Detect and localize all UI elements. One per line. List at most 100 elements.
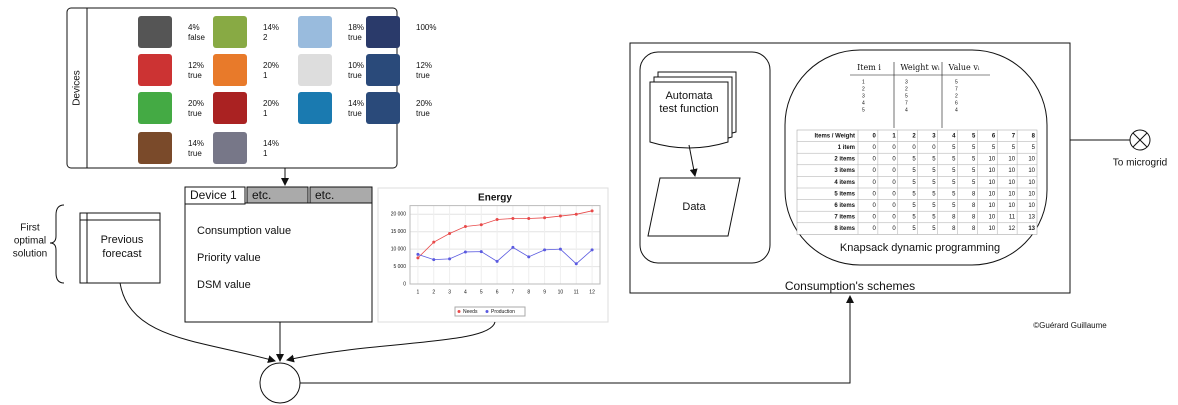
knapsack-cell: 13 [1028,215,1035,221]
knapsack-cell: 12 [1008,226,1015,232]
x-tick-label: 10 [558,289,564,295]
device-icon [213,92,247,124]
knapsack-row-label: 5 items [834,191,855,197]
knapsack-cell: 10 [1028,191,1035,197]
chart-panel [378,188,608,322]
y-tick-label: 10 000 [391,246,407,252]
items-cell: 4 [905,107,908,113]
device-state: true [416,109,430,118]
items-cell: 4 [862,100,865,106]
knapsack-row-label: 6 items [834,203,855,209]
device-state: 2 [263,33,268,42]
knapsack-cell: 10 [1008,157,1015,163]
device-icon [366,16,400,48]
device-percent: 20% [188,99,204,108]
x-tick-label: 5 [480,289,483,295]
knapsack-cell: 10 [1028,180,1035,186]
knapsack-cell: 10 [1028,157,1035,163]
knapsack-label: Knapsack dynamic programming [840,242,1000,254]
knapsack-row-label: 3 items [834,168,855,174]
items-cell: 5 [862,107,865,113]
y-tick-label: 5 000 [393,264,406,270]
first-solution: optimal [14,236,46,247]
device-state: true [348,33,362,42]
point [527,217,530,220]
point [559,215,562,218]
y-tick-label: 15 000 [391,229,407,235]
device-state: true [188,109,202,118]
legend-marker [458,310,461,313]
point [511,246,514,249]
device-icon [298,54,332,86]
field: Priority value [197,252,261,264]
cross [1133,133,1147,147]
device-percent: 20% [416,99,432,108]
diagram: Devices 4%false14%218%true100%12%true20%… [0,0,1178,405]
knapsack-cell: 10 [989,191,996,197]
knapsack-cell: 13 [1028,226,1035,232]
knapsack-cell: 10 [989,203,996,209]
knapsack-cell: 10 [1008,203,1015,209]
items-cell: 1 [862,79,865,85]
point [591,209,594,212]
knapsack-cell: 10 [989,180,996,186]
y-tick-label: 20 000 [391,212,407,218]
point [480,223,483,226]
device-state: true [188,71,202,80]
knapsack-cell: 10 [989,168,996,174]
y-tick-label: 0 [403,281,406,287]
knapsack-cell: 10 [989,226,996,232]
x-tick-label: 12 [589,289,595,295]
knapsack-cell: 11 [1009,215,1016,221]
point [480,250,483,253]
legend-marker [486,310,489,313]
point [432,241,435,244]
knapsack-row-label: 1 item [838,145,855,151]
point [448,257,451,260]
items-header: Weight wᵢ [900,63,940,72]
microgrid-label: To microgrid [1113,158,1167,169]
point [432,258,435,261]
point [496,218,499,221]
device-percent: 14% [263,23,279,32]
brace [50,205,64,283]
items-cell: 3 [905,79,908,85]
device-percent: 12% [416,61,432,70]
knapsack-cell: 10 [1008,180,1015,186]
merge-node [260,363,300,403]
device-percent: 12% [188,61,204,70]
automata-label: Automata [665,90,713,102]
items-cell: 4 [955,107,958,113]
knapsack-cell: 10 [1008,168,1015,174]
point [575,213,578,216]
device-percent: 14% [348,99,364,108]
x-tick-label: 1 [417,289,420,295]
field: Consumption value [197,225,291,237]
arrow [287,322,495,360]
device-percent: 100% [416,23,436,32]
knapsack-row-label: 4 items [834,180,855,186]
knapsack-cell: 10 [1028,168,1035,174]
point [464,250,467,253]
device-state: true [416,71,430,80]
x-tick-label: 4 [464,289,467,295]
knapsack-header: Items / Weight [814,133,855,139]
device-icon [138,16,172,48]
point [591,248,594,251]
knapsack-cell: 10 [1028,203,1035,209]
legend-label: Production [491,309,515,315]
items-cell: 2 [955,93,958,99]
items-cell: 2 [862,86,865,92]
forecast-label: Previous [101,234,144,246]
knapsack-cell: 10 [1008,191,1015,197]
device-icon [366,92,400,124]
data-label: Data [682,201,706,213]
x-tick-label: 8 [527,289,530,295]
tab-label: etc. [315,188,334,202]
device-icon [366,54,400,86]
device-state: 1 [263,71,268,80]
field: DSM value [197,279,251,291]
items-cell: 3 [862,93,865,99]
credit: ©Guérard Guillaume [1033,321,1107,330]
point [559,248,562,251]
